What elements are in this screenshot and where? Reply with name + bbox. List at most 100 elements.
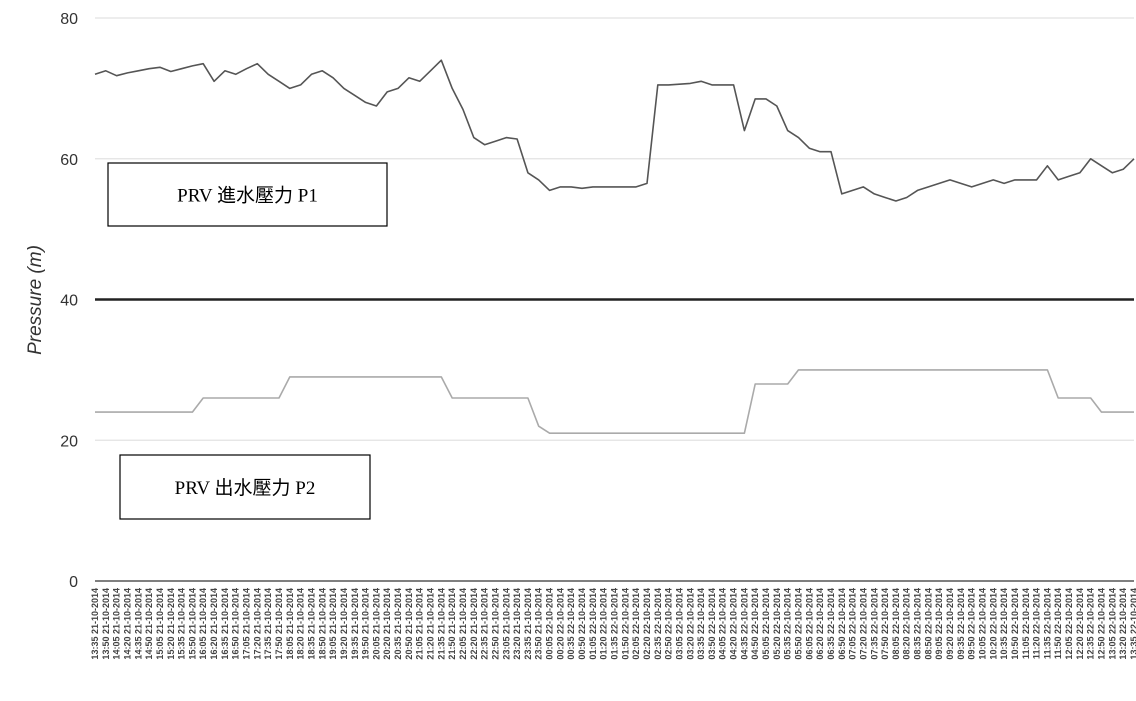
x-tick-label: 11:20 22-10-2014	[1032, 588, 1042, 659]
x-tick-label: 09:35 22-10-2014	[956, 588, 966, 660]
x-tick-label: 20:35 21-10-2014	[393, 588, 403, 660]
x-tick-label: 07:35 22-10-2014	[869, 588, 879, 660]
x-tick-label: 17:05 21-10-2014	[242, 588, 252, 660]
x-tick-label: 14:50 21-10-2014	[144, 588, 154, 660]
x-tick-label: 04:05 22-10-2014	[718, 588, 728, 660]
annotation-layer: PRV 進水壓力 P1 PRV 出水壓力 P2	[107, 162, 388, 520]
x-tick-label: 10:35 22-10-2014	[999, 588, 1009, 660]
x-tick-label: 01:20 22-10-2014	[599, 588, 609, 660]
x-tick-label: 16:20 21-10-2014	[209, 588, 219, 660]
x-tick-label: 06:05 22-10-2014	[804, 588, 814, 660]
x-tick-label: 11:05 22-10-2014	[1021, 588, 1031, 659]
x-tick-label: 08:50 22-10-2014	[923, 588, 933, 660]
series-line-p2	[95, 369, 1134, 435]
x-tick-label: 01:50 22-10-2014	[620, 588, 630, 660]
x-tick-label: 23:05 21-10-2014	[501, 588, 511, 660]
x-tick-label: 12:05 22-10-2014	[1064, 588, 1074, 660]
x-tick-label: 18:50 21-10-2014	[317, 588, 327, 660]
x-tick-label: 23:50 21-10-2014	[534, 588, 544, 660]
series-layer	[94, 59, 1135, 435]
x-tick-label: 14:35 21-10-2014	[133, 588, 143, 660]
x-tick-label: 12:50 22-10-2014	[1097, 588, 1107, 660]
x-tick-label: 10:20 22-10-2014	[988, 588, 998, 660]
x-tick-label: 22:50 21-10-2014	[490, 588, 500, 660]
x-tick-label: 03:50 22-10-2014	[707, 588, 717, 660]
x-tick-label: 22:05 21-10-2014	[458, 588, 468, 660]
x-tick-label: 13:50 21-10-2014	[101, 588, 111, 660]
x-tick-label: 07:50 22-10-2014	[880, 588, 890, 660]
x-tick-label: 01:35 22-10-2014	[610, 588, 620, 660]
x-tick-label: 07:20 22-10-2014	[858, 588, 868, 660]
x-tick-label: 03:20 22-10-2014	[685, 588, 695, 660]
x-tick-label: 09:05 22-10-2014	[934, 588, 944, 660]
x-tick-label: 03:05 22-10-2014	[674, 588, 684, 660]
y-tick-label: 20	[60, 433, 78, 450]
x-tick-label: 13:20 22-10-2014	[1118, 588, 1128, 660]
x-tick-label: 02:05 22-10-2014	[631, 588, 641, 660]
grid-layer: 0 20 40 60 80	[60, 11, 1134, 591]
x-tick-label: 16:50 21-10-2014	[231, 588, 241, 660]
series-line-p1	[94, 59, 1135, 202]
y-tick-label: 80	[60, 11, 78, 28]
x-tick-label: 05:50 22-10-2014	[794, 588, 804, 660]
annotation-box-p1: PRV 進水壓力 P1	[107, 162, 388, 227]
x-tick-label: 18:35 21-10-2014	[307, 588, 317, 660]
x-tick-label: 10:05 22-10-2014	[978, 588, 988, 660]
x-tick-label: 19:50 21-10-2014	[361, 588, 371, 660]
x-tick-label: 08:05 22-10-2014	[891, 588, 901, 660]
annotation-box-p1-frame	[107, 162, 388, 227]
x-tick-label: 13:05 22-10-2014	[1107, 588, 1117, 660]
x-tick-label: 12:20 22-10-2014	[1075, 588, 1085, 660]
x-tick-label: 23:35 21-10-2014	[523, 588, 533, 660]
x-tick-label: 23:20 21-10-2014	[512, 588, 522, 660]
x-tick-label: 22:35 21-10-2014	[480, 588, 490, 660]
annotation-box-p1-label: PRV 進水壓力 P1	[177, 185, 318, 207]
x-tick-label: 04:35 22-10-2014	[739, 588, 749, 660]
x-tick-label: 02:35 22-10-2014	[653, 588, 663, 660]
x-tick-label: 06:20 22-10-2014	[815, 588, 825, 660]
x-tick-label: 15:05 21-10-2014	[155, 588, 165, 660]
x-tick-label: 19:05 21-10-2014	[328, 588, 338, 660]
x-tick-label: 21:05 21-10-2014	[415, 588, 425, 660]
x-tick-label: 05:20 22-10-2014	[772, 588, 782, 660]
x-tick-label: 00:05 22-10-2014	[545, 588, 555, 660]
x-tick-layer: 13:35 21-10-2014 13:50 21-10-2014 14:05 21…	[90, 588, 1136, 660]
x-tick-label: 20:05 21-10-2014	[371, 588, 381, 660]
x-tick-label: 04:20 22-10-2014	[729, 588, 739, 660]
x-tick-label: 15:20 21-10-2014	[166, 588, 176, 660]
x-tick-label: 04:50 22-10-2014	[750, 588, 760, 660]
x-tick-label: 14:05 21-10-2014	[112, 588, 122, 660]
x-tick-label: 13:35 21-10-2014	[90, 588, 100, 660]
x-tick-label: 11:35 22-10-2014	[1042, 588, 1052, 659]
x-tick-label: 18:05 21-10-2014	[285, 588, 295, 660]
x-tick-label: 20:20 21-10-2014	[382, 588, 392, 660]
y-axis-label: Pressure (m)	[25, 245, 46, 355]
x-tick-label: 21:50 21-10-2014	[447, 588, 457, 660]
x-tick-label: 12:35 22-10-2014	[1086, 588, 1096, 660]
x-tick-label: 02:20 22-10-2014	[642, 588, 652, 660]
x-tick-label: 19:20 21-10-2014	[339, 588, 349, 660]
x-tick-label: 00:35 22-10-2014	[566, 588, 576, 660]
x-tick-label: 09:20 22-10-2014	[945, 588, 955, 660]
x-tick-label: 17:50 21-10-2014	[274, 588, 284, 660]
annotation-box-p2: PRV 出水壓力 P2	[119, 454, 371, 520]
x-tick-label: 15:50 21-10-2014	[187, 588, 197, 660]
y-tick-label: 40	[60, 293, 78, 310]
x-tick-label: 02:50 22-10-2014	[664, 588, 674, 660]
annotation-box-p2-label: PRV 出水壓力 P2	[175, 477, 316, 499]
x-tick-label: 13:35 22-10-2014	[1129, 588, 1136, 660]
x-tick-label: 07:05 22-10-2014	[848, 588, 858, 660]
x-tick-label: 09:50 22-10-2014	[967, 588, 977, 660]
x-tick-label: 22:20 21-10-2014	[469, 588, 479, 660]
x-tick-label: 08:35 22-10-2014	[913, 588, 923, 660]
x-tick-label: 05:05 22-10-2014	[761, 588, 771, 660]
x-tick-label: 17:35 21-10-2014	[263, 588, 273, 660]
x-tick-label: 17:20 21-10-2014	[252, 588, 262, 660]
x-tick-label: 01:05 22-10-2014	[588, 588, 598, 660]
x-tick-label: 08:20 22-10-2014	[902, 588, 912, 660]
x-tick-label: 19:35 21-10-2014	[350, 588, 360, 660]
x-tick-label: 06:50 22-10-2014	[837, 588, 847, 660]
